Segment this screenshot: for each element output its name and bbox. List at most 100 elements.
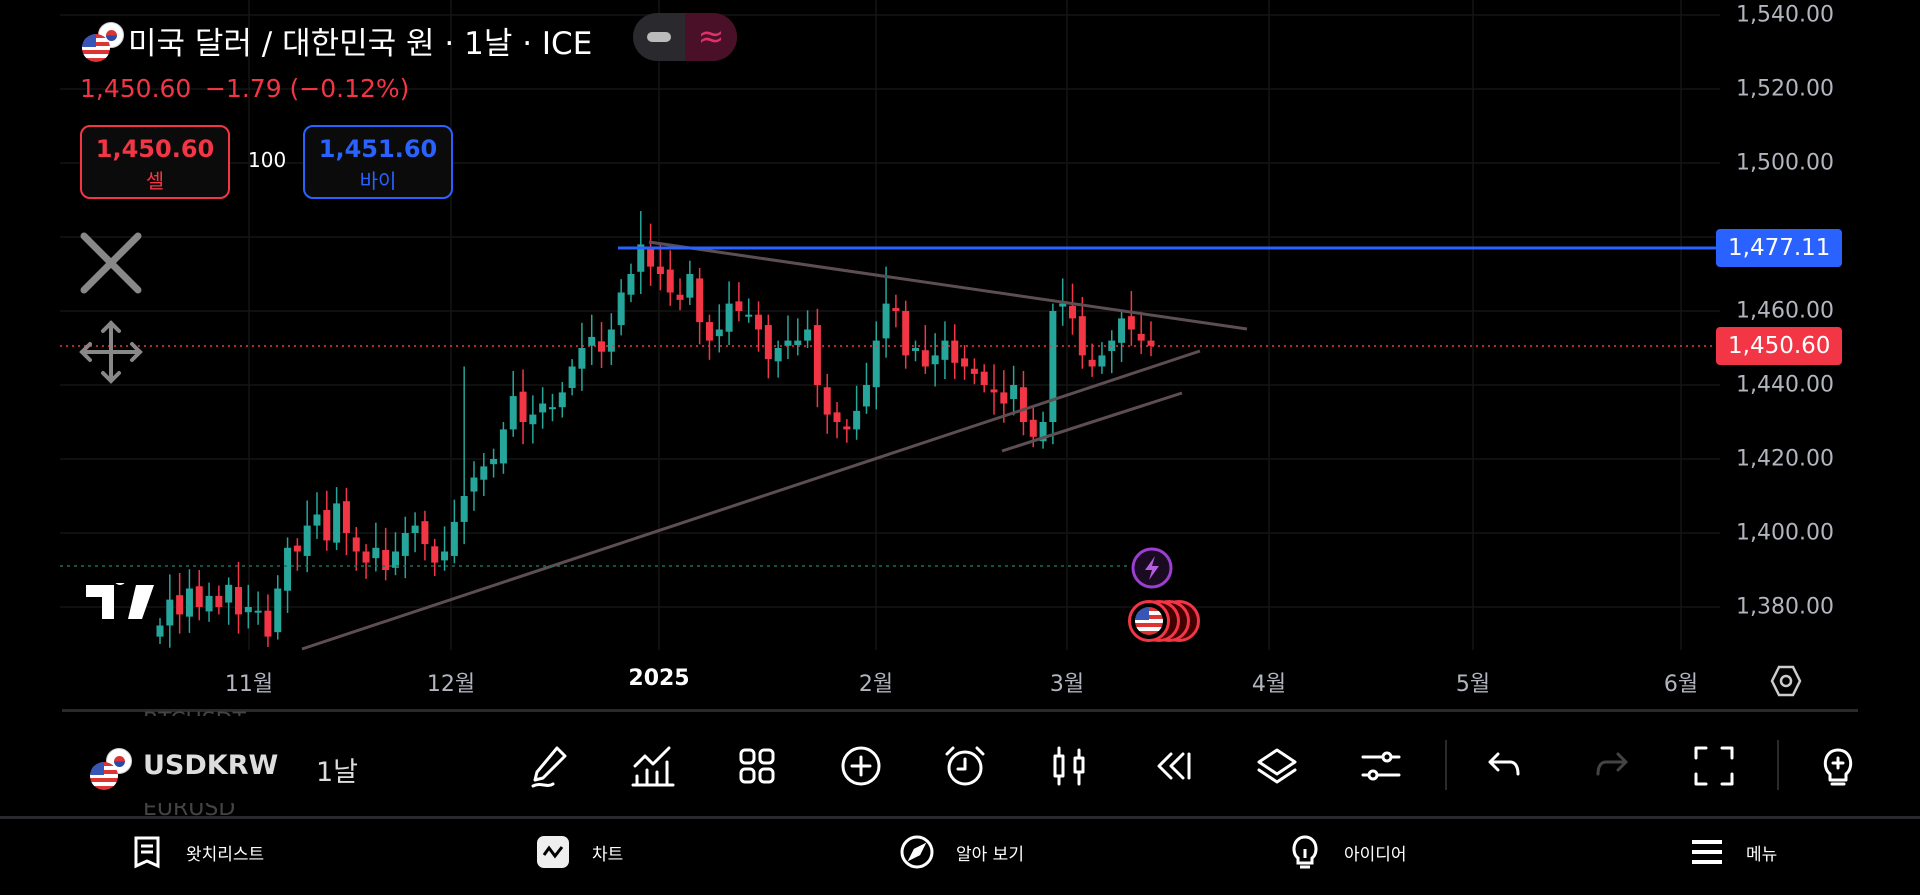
- redo-icon: [1596, 752, 1628, 776]
- nav-label: 알아 보기: [956, 844, 1024, 865]
- candle-body: [666, 269, 674, 293]
- trend-line-short[interactable]: [1001, 391, 1183, 453]
- nav-label: 차트: [592, 844, 624, 865]
- undo-button[interactable]: [1482, 742, 1530, 790]
- time-axis-label: 2025: [628, 666, 690, 691]
- settings-button[interactable]: [1357, 742, 1405, 790]
- candle-body: [176, 595, 184, 615]
- candle-body: [715, 329, 723, 337]
- candle-body: [225, 584, 233, 603]
- alarm-icon: [945, 746, 985, 786]
- undo-icon: [1488, 752, 1520, 776]
- time-axis-label: 6월: [1663, 672, 1699, 697]
- candle-body: [617, 292, 625, 326]
- last-price: 1,450.60: [80, 74, 192, 103]
- candle-body: [686, 274, 694, 298]
- candle-body: [1069, 305, 1077, 319]
- candle-body: [470, 477, 478, 492]
- candle-body: [902, 311, 910, 356]
- symbol-select[interactable]: USDKRW: [143, 750, 279, 781]
- settings-icon[interactable]: [1770, 664, 1802, 698]
- candle-body: [1137, 333, 1145, 341]
- symbol-title[interactable]: 미국 달러 / 대한민국 원 · 1날 · ICE: [128, 26, 593, 62]
- compass-icon: [900, 835, 934, 869]
- candle-body: [411, 525, 419, 533]
- price-axis-label: 1,520.00: [1736, 76, 1834, 102]
- add-button[interactable]: [837, 742, 885, 790]
- candle-body: [274, 588, 282, 633]
- chart-type-button[interactable]: [1045, 742, 1093, 790]
- buy-button[interactable]: 1,451.60 바이: [303, 125, 453, 199]
- chart-mode-toggle[interactable]: ≈: [633, 13, 737, 61]
- candle-body: [431, 546, 439, 563]
- close-icon[interactable]: [78, 230, 144, 296]
- candle-body: [558, 392, 566, 408]
- candle-body: [833, 412, 841, 422]
- candle-body: [1078, 316, 1086, 356]
- sell-price: 1,450.60: [95, 135, 215, 163]
- candle-body: [607, 329, 615, 352]
- nav-label: 왓치리스트: [186, 844, 265, 865]
- candle-body: [774, 348, 782, 362]
- candle-body: [941, 340, 949, 360]
- nav-menu[interactable]: 메뉴: [1690, 835, 1777, 869]
- list-icon: [134, 836, 160, 869]
- candle-body: [1019, 387, 1027, 422]
- price-chart[interactable]: [0, 0, 1920, 710]
- candle-body: [970, 368, 978, 374]
- candle-body: [813, 325, 821, 385]
- events-flags[interactable]: [1128, 600, 1208, 642]
- candle-body: [382, 550, 390, 570]
- buy-price: 1,451.60: [318, 135, 438, 163]
- buy-label: 바이: [359, 169, 397, 193]
- candle-body: [853, 410, 861, 430]
- move-icon[interactable]: [78, 319, 144, 385]
- indicators-button[interactable]: [629, 742, 677, 790]
- layout-button[interactable]: [733, 742, 781, 790]
- hline-price-tag: 1,477.11: [1716, 229, 1843, 267]
- ideas-button[interactable]: [1814, 742, 1862, 790]
- time-axis-label: 11월: [224, 672, 274, 697]
- candle-body: [725, 303, 733, 332]
- time-axis-label: 5월: [1455, 672, 1491, 697]
- fullscreen-icon: [1694, 746, 1734, 786]
- nav-chart[interactable]: 차트: [536, 835, 623, 869]
- nav-explore[interactable]: 알아 보기: [900, 835, 1024, 869]
- candle-body: [156, 625, 164, 637]
- candle-body: [735, 301, 743, 311]
- candle-body: [656, 266, 664, 274]
- candle-body: [548, 407, 556, 410]
- lightning-icon[interactable]: [1130, 546, 1174, 590]
- wave-icon: ≈: [685, 13, 737, 61]
- trend-line-lower[interactable]: [301, 349, 1201, 651]
- nav-watchlist[interactable]: 왓치리스트: [130, 835, 264, 869]
- time-axis-label: 2월: [858, 672, 894, 697]
- interval-select[interactable]: 1날: [316, 757, 359, 788]
- candle-body: [1127, 316, 1135, 330]
- nav-ideas[interactable]: 아이디어: [1288, 835, 1407, 869]
- grid-icon: [739, 748, 775, 784]
- redo-button[interactable]: [1586, 742, 1634, 790]
- candle-body: [460, 496, 468, 522]
- price-change: −1.79 (−0.12%): [205, 74, 410, 103]
- sell-button[interactable]: 1,450.60 셀: [80, 125, 230, 199]
- watchlist-next[interactable]: EURUSD: [143, 803, 236, 817]
- layers-button[interactable]: [1253, 742, 1301, 790]
- layers-icon: [1257, 748, 1297, 784]
- candle-body: [195, 586, 203, 607]
- trend-line-upper[interactable]: [648, 240, 1248, 331]
- price-axis-label: 1,400.00: [1736, 520, 1834, 546]
- candle-body: [823, 387, 831, 415]
- candle-body: [284, 547, 292, 591]
- indicators-icon: [631, 746, 675, 787]
- candle-body: [450, 521, 458, 556]
- watchlist-prev[interactable]: BTCUSDT: [143, 700, 246, 716]
- draw-button[interactable]: [525, 742, 573, 790]
- fullscreen-button[interactable]: [1690, 742, 1738, 790]
- replay-button[interactable]: [1149, 742, 1197, 790]
- alert-button[interactable]: [941, 742, 989, 790]
- candle-body: [362, 551, 370, 563]
- candle-body: [490, 459, 498, 465]
- price-axis-label: 1,380.00: [1736, 594, 1834, 620]
- candle-body: [441, 551, 449, 561]
